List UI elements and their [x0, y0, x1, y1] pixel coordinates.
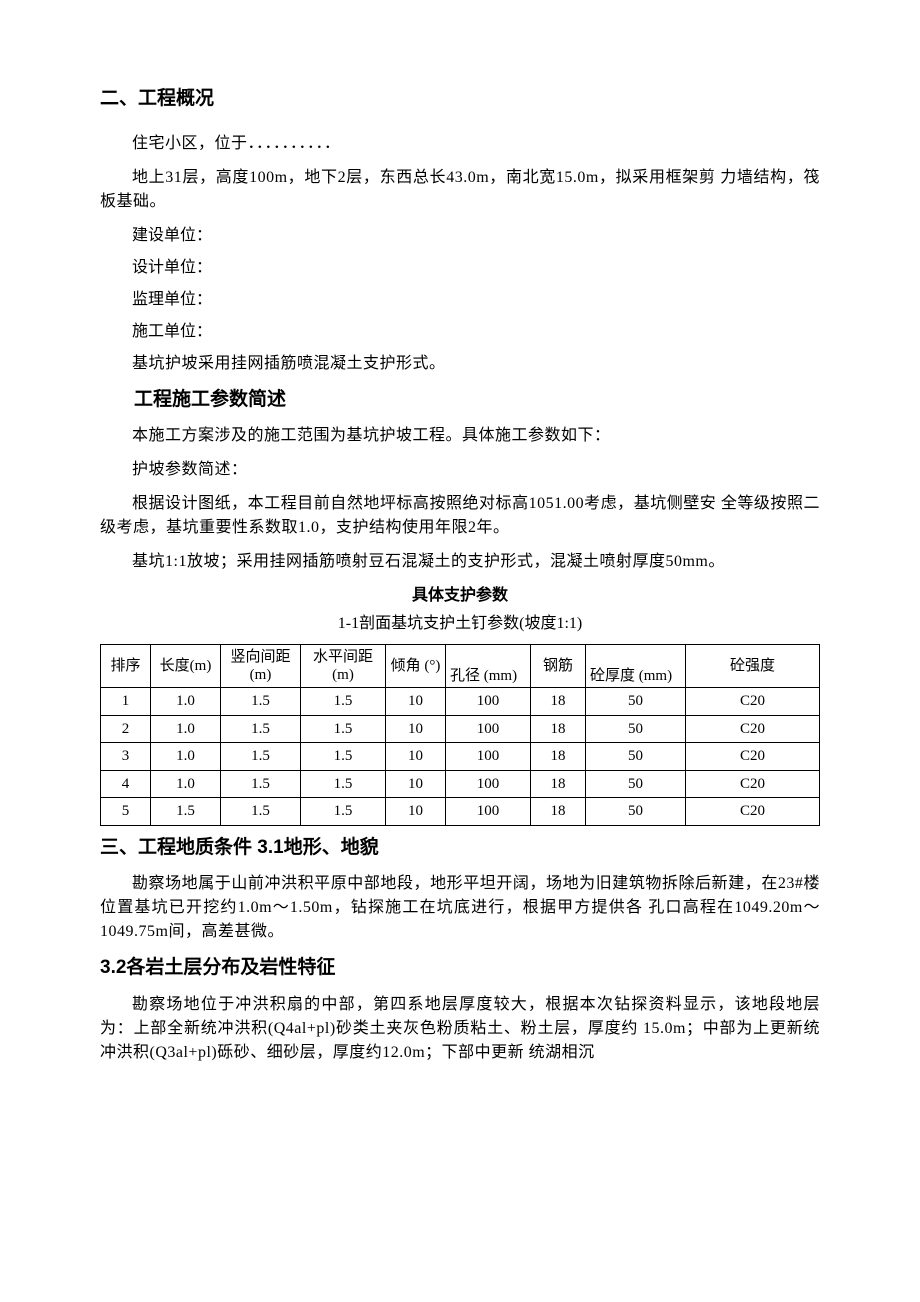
- cell: 10: [386, 798, 446, 826]
- cell: 50: [586, 688, 686, 716]
- table-row: 5 1.5 1.5 1.5 10 100 18 50 C20: [101, 798, 820, 826]
- cell: 10: [386, 715, 446, 743]
- cell: 1.5: [301, 770, 386, 798]
- cell: 100: [446, 743, 531, 771]
- design-drawing-para: 根据设计图纸，本工程目前自然地坪标高按照绝对标高1051.00考虑，基坑侧壁安 …: [100, 492, 820, 540]
- cell: 50: [586, 798, 686, 826]
- section-3-2-heading: 3.2各岩土层分布及岩性特征: [100, 954, 820, 983]
- th-thickness: 砼厚度 (mm): [586, 645, 686, 688]
- cell: C20: [686, 688, 820, 716]
- th-length: 长度(m): [151, 645, 221, 688]
- th-diameter: 孔径 (mm): [446, 645, 531, 688]
- cell: 2: [101, 715, 151, 743]
- structure-para: 地上31层，高度100m，地下2层，东西总长43.0m，南北宽15.0m，拟采用…: [100, 166, 820, 214]
- cell: 100: [446, 688, 531, 716]
- cell: 50: [586, 770, 686, 798]
- th-hspace: 水平间距 (m): [301, 645, 386, 688]
- unit-build: 建设单位：: [100, 224, 820, 248]
- cell: C20: [686, 743, 820, 771]
- cell: 10: [386, 770, 446, 798]
- cell: 100: [446, 715, 531, 743]
- cell: 18: [531, 743, 586, 771]
- cell: 1.0: [151, 715, 221, 743]
- construction-params-heading: 工程施工参数简述: [100, 386, 820, 415]
- cell: C20: [686, 770, 820, 798]
- loc-para: 住宅小区，位于．．．．．．．．．．: [100, 132, 820, 156]
- th-angle: 倾角 (°): [386, 645, 446, 688]
- table-row: 2 1.0 1.5 1.5 10 100 18 50 C20: [101, 715, 820, 743]
- table-row: 3 1.0 1.5 1.5 10 100 18 50 C20: [101, 743, 820, 771]
- cell: 1.5: [301, 798, 386, 826]
- table-subtitle: 1-1剖面基坑支护土钉参数(坡度1:1): [100, 612, 820, 636]
- cell: 1.0: [151, 688, 221, 716]
- pit-support-para: 基坑护坡采用挂网插筋喷混凝土支护形式。: [100, 352, 820, 376]
- cell: 18: [531, 715, 586, 743]
- cell: 10: [386, 688, 446, 716]
- cell: 1.5: [301, 688, 386, 716]
- cell: 1.5: [221, 770, 301, 798]
- slope-params-label: 护坡参数简述：: [100, 458, 820, 482]
- th-rebar: 钢筋: [531, 645, 586, 688]
- table-body: 1 1.0 1.5 1.5 10 100 18 50 C20 2 1.0 1.5…: [101, 688, 820, 826]
- unit-construct: 施工单位：: [100, 320, 820, 344]
- cell: 1.5: [221, 688, 301, 716]
- document-page: 二、工程概况 住宅小区，位于．．．．．．．．．． 地上31层，高度100m，地下…: [0, 0, 920, 1302]
- th-order: 排序: [101, 645, 151, 688]
- cell: 10: [386, 743, 446, 771]
- cell: 1: [101, 688, 151, 716]
- cell: 18: [531, 770, 586, 798]
- section-2-heading: 二、工程概况: [100, 85, 820, 114]
- cell: 1.0: [151, 770, 221, 798]
- table-row: 1 1.0 1.5 1.5 10 100 18 50 C20: [101, 688, 820, 716]
- unit-design: 设计单位：: [100, 256, 820, 280]
- cell: 18: [531, 688, 586, 716]
- cell: 50: [586, 715, 686, 743]
- table-row: 4 1.0 1.5 1.5 10 100 18 50 C20: [101, 770, 820, 798]
- cell: 3: [101, 743, 151, 771]
- table-header-row: 排序 长度(m) 竖向间距 (m) 水平间距 (m) 倾角 (°) 孔径 (mm…: [101, 645, 820, 688]
- survey-site-para: 勘察场地属于山前冲洪积平原中部地段，地形平坦开阔，场地为旧建筑物拆除后新建，在2…: [100, 872, 820, 944]
- cell: C20: [686, 798, 820, 826]
- strata-para: 勘察场地位于冲洪积扇的中部，第四系地层厚度较大，根据本次钻探资料显示，该地段地层…: [100, 993, 820, 1065]
- section-3-heading: 三、工程地质条件 3.1地形、地貌: [100, 834, 820, 863]
- slope-1-1-para: 基坑1:1放坡；采用挂网插筋喷射豆石混凝土的支护形式，混凝土喷射厚度50mm。: [100, 550, 820, 574]
- cell: C20: [686, 715, 820, 743]
- scope-para: 本施工方案涉及的施工范围为基坑护坡工程。具体施工参数如下：: [100, 424, 820, 448]
- cell: 1.5: [301, 743, 386, 771]
- cell: 1.5: [221, 798, 301, 826]
- cell: 1.5: [301, 715, 386, 743]
- cell: 1.5: [221, 743, 301, 771]
- cell: 1.5: [221, 715, 301, 743]
- cell: 5: [101, 798, 151, 826]
- unit-supervise: 监理单位：: [100, 288, 820, 312]
- th-strength: 砼强度: [686, 645, 820, 688]
- cell: 4: [101, 770, 151, 798]
- cell: 1.5: [151, 798, 221, 826]
- th-vspace: 竖向间距 (m): [221, 645, 301, 688]
- params-table: 排序 长度(m) 竖向间距 (m) 水平间距 (m) 倾角 (°) 孔径 (mm…: [100, 644, 820, 826]
- table-title: 具体支护参数: [100, 584, 820, 608]
- cell: 50: [586, 743, 686, 771]
- cell: 1.0: [151, 743, 221, 771]
- cell: 100: [446, 770, 531, 798]
- cell: 100: [446, 798, 531, 826]
- cell: 18: [531, 798, 586, 826]
